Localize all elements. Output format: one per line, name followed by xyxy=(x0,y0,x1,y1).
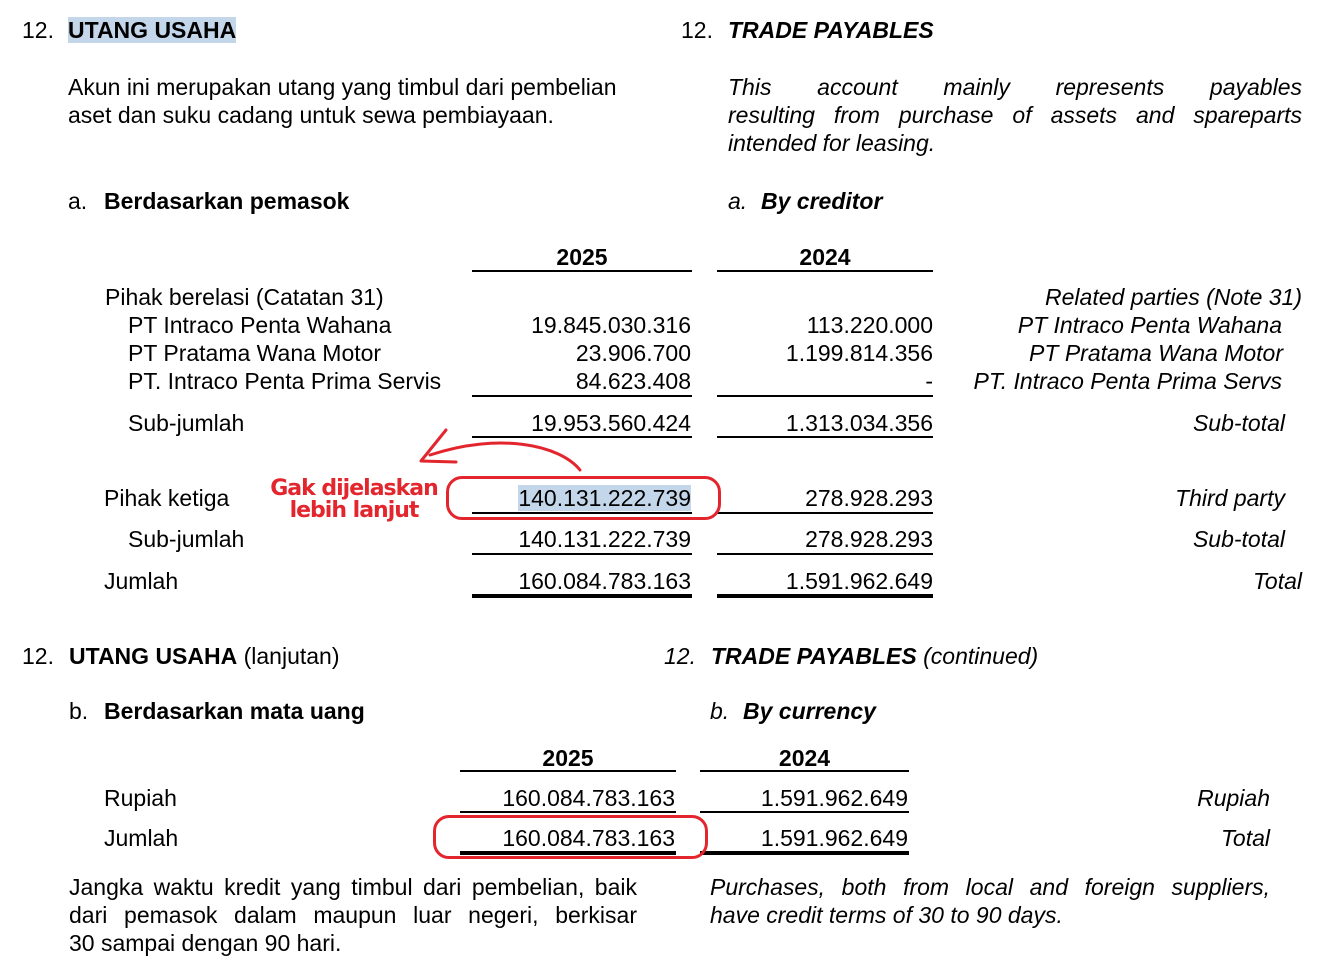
column-header-2024: 2024 xyxy=(799,244,851,270)
row-value-2025: 84.623.408 xyxy=(575,368,691,394)
row-label-related-parties-en: Related parties (Note 31) xyxy=(1045,284,1302,310)
third-party-line-2024 xyxy=(717,512,933,514)
subtotal-third-line-2024 xyxy=(717,553,933,555)
description-en-line1: This account mainly represents payables xyxy=(728,74,1302,100)
column-b-header-2024: 2024 xyxy=(778,745,831,771)
header-underline-2025 xyxy=(472,270,692,272)
subsection-b-letter: b. xyxy=(69,698,89,724)
subtotal-underline-2025 xyxy=(472,436,692,438)
description-id-line1: Akun ini merupakan utang yang timbul dar… xyxy=(68,74,617,100)
row-b-value-2025: 160.084.783.163 xyxy=(502,825,675,851)
total-b-double-line-2025 xyxy=(460,851,676,855)
total-double-line-2025 xyxy=(472,594,692,598)
row-value-2025: 140.131.222.739 xyxy=(518,526,691,552)
row-value-2025: 19.953.560.424 xyxy=(531,410,691,436)
section-b-title-en-main: TRADE PAYABLES xyxy=(711,643,917,669)
total-b-double-line-2024 xyxy=(700,851,909,855)
section-title-id: UTANG USAHA xyxy=(68,16,237,44)
row-label-intraco-penta-wahana: PT Intraco Penta Wahana xyxy=(128,312,392,338)
description-en-line2: resulting from purchase of assets and sp… xyxy=(728,102,1302,128)
subsection-b-title-id: Berdasarkan mata uang xyxy=(104,698,365,724)
highlighted-value: 140.131.222.739 xyxy=(518,485,691,511)
note-id-line1: Jangka waktu kredit yang timbul dari pem… xyxy=(69,874,637,900)
annotation-circle-total xyxy=(433,815,708,859)
row-label-intraco-penta-prima-servis: PT. Intraco Penta Prima Servis xyxy=(128,368,442,394)
note-id-line2: dari pemasok dalam maupun luar negeri, b… xyxy=(69,902,637,928)
row-value-2025: 19.845.030.316 xyxy=(531,312,691,338)
total-double-line-2024 xyxy=(717,594,933,598)
row-b-value-2024: 1.591.962.649 xyxy=(760,785,908,811)
row-label-en: PT. Intraco Penta Prima Servs xyxy=(973,368,1282,394)
row-label-subtotal-related: Sub-jumlah xyxy=(128,410,245,436)
row-label-pratama-wana-motor: PT Pratama Wana Motor xyxy=(128,340,382,366)
section-title-en: TRADE PAYABLES xyxy=(728,17,934,43)
header-b-underline-2025 xyxy=(460,770,676,772)
row-value-2024: - xyxy=(925,368,933,394)
rupiah-line-2025 xyxy=(460,811,676,813)
row-b-value-2024: 1.591.962.649 xyxy=(760,825,908,851)
row-label-en: PT Pratama Wana Motor xyxy=(1029,340,1283,366)
row-label-en: Sub-total xyxy=(1192,410,1285,436)
row-value-2025: 160.084.783.163 xyxy=(518,568,691,594)
description-en-line3: intended for leasing. xyxy=(728,130,936,156)
section-b-number-en: 12. xyxy=(664,643,696,669)
row-value-2025: 23.906.700 xyxy=(575,340,691,366)
section-b-number: 12. xyxy=(22,643,54,669)
annotation-line1: Gak dijelaskan xyxy=(270,476,439,501)
row-value-2024: 1.313.034.356 xyxy=(785,410,933,436)
section-number-en: 12. xyxy=(681,17,713,43)
row-b-label-en: Rupiah xyxy=(1197,785,1270,811)
subtotal-line-2025 xyxy=(472,395,692,397)
subsection-letter: a. xyxy=(68,188,88,214)
annotation-text: Gak dijelaskan lebih lanjut xyxy=(268,478,440,522)
row-b-label-en: Total xyxy=(1220,825,1270,851)
annotation-circle-third-party xyxy=(446,476,721,520)
row-b-value-2025: 160.084.783.163 xyxy=(502,785,675,811)
section-number: 12. xyxy=(22,17,54,43)
row-label-en: Sub-total xyxy=(1192,526,1285,552)
row-value-2024: 113.220.000 xyxy=(806,312,933,338)
section-b-title-id: UTANG USAHA (lanjutan) xyxy=(69,642,340,670)
row-label-subtotal-third: Sub-jumlah xyxy=(128,526,245,552)
rupiah-line-2024 xyxy=(700,811,909,813)
row-value-2024: 1.199.814.356 xyxy=(785,340,933,366)
row-value-2024: 1.591.962.649 xyxy=(785,568,933,594)
row-b-label-total: Jumlah xyxy=(104,825,179,851)
row-label-en: PT Intraco Penta Wahana xyxy=(1017,312,1282,338)
section-b-title-en-suffix: (continued) xyxy=(923,643,1039,669)
description-id-line2: aset dan suku cadang untuk sewa pembiaya… xyxy=(68,102,554,128)
subsection-title-id: Berdasarkan pemasok xyxy=(104,188,350,214)
subtotal-line-2024 xyxy=(717,395,933,397)
section-b-title-id-suffix: (lanjutan) xyxy=(243,643,340,669)
row-value-2025-highlighted: 140.131.222.739 xyxy=(472,484,691,512)
subsection-b-letter-en: b. xyxy=(710,698,730,724)
row-value-2024: 278.928.293 xyxy=(805,526,933,552)
header-b-underline-2024 xyxy=(700,770,909,772)
note-id-line3: 30 sampai dengan 90 hari. xyxy=(69,930,342,956)
subtotal-third-line-2025 xyxy=(472,553,692,555)
row-label-third-party: Pihak ketiga xyxy=(104,485,230,511)
row-label-en: Third party xyxy=(1175,485,1285,511)
column-header-2025: 2025 xyxy=(556,244,608,270)
note-en-line2: have credit terms of 30 to 90 days. xyxy=(710,902,1063,928)
section-b-title-en: TRADE PAYABLES (continued) xyxy=(711,642,1038,670)
column-b-header-2025: 2025 xyxy=(542,745,594,771)
subsection-b-title-en: By currency xyxy=(743,698,876,724)
note-en-line1: Purchases, both from local and foreign s… xyxy=(710,874,1270,900)
third-party-line-2025 xyxy=(472,512,692,514)
row-b-label-rupiah: Rupiah xyxy=(104,785,177,811)
subsection-letter-en: a. xyxy=(728,188,748,214)
row-label-related-parties: Pihak berelasi (Catatan 31) xyxy=(105,284,384,310)
subsection-title-en: By creditor xyxy=(761,188,883,214)
row-value-2024: 278.928.293 xyxy=(805,485,933,511)
section-b-title-id-main: UTANG USAHA xyxy=(69,643,238,669)
annotation-line2: lebih lanjut xyxy=(289,498,420,523)
row-label-total: Jumlah xyxy=(104,568,179,594)
row-label-en: Total xyxy=(1252,568,1302,594)
highlighted-title: UTANG USAHA xyxy=(68,17,237,43)
header-underline-2024 xyxy=(717,270,933,272)
subtotal-underline-2024 xyxy=(717,436,933,438)
